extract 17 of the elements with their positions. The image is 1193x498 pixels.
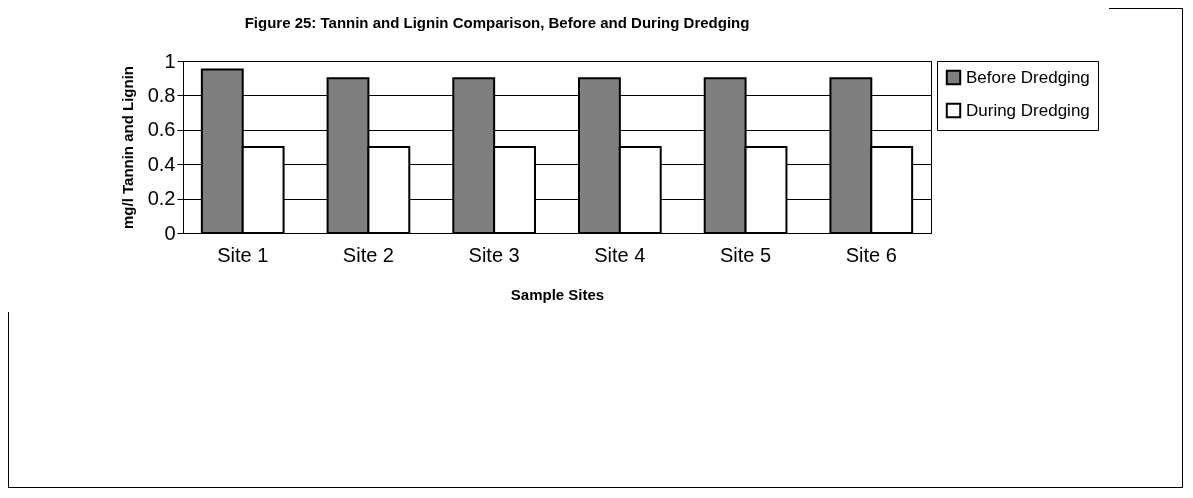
chart-title: Figure 25: Tannin and Lignin Comparison, Before and During Dredging <box>244 14 750 31</box>
x-tick-label: Site 2 <box>342 243 395 266</box>
x-axis-title: Sample Sites <box>510 285 605 303</box>
y-tick-label: 0.4 <box>147 152 176 175</box>
x-tick-label: Site 1 <box>217 243 269 266</box>
y-tick-label: 0.6 <box>147 118 176 141</box>
y-axis-title: mg/l Tannin and Lignin <box>118 65 136 230</box>
legend-label: During Dredging <box>966 100 1090 120</box>
y-tick-label: 0.2 <box>147 187 176 210</box>
y-tick-label: 0 <box>164 221 176 244</box>
y-tick-label: 0.8 <box>147 83 176 106</box>
legend-label: Before Dredging <box>966 67 1090 87</box>
y-tick-label: 1 <box>164 49 176 72</box>
x-tick-label: Site 5 <box>719 243 772 266</box>
x-tick-label: Site 6 <box>845 243 897 266</box>
x-tick-label: Site 3 <box>468 243 520 266</box>
x-tick-label: Site 4 <box>594 243 646 266</box>
